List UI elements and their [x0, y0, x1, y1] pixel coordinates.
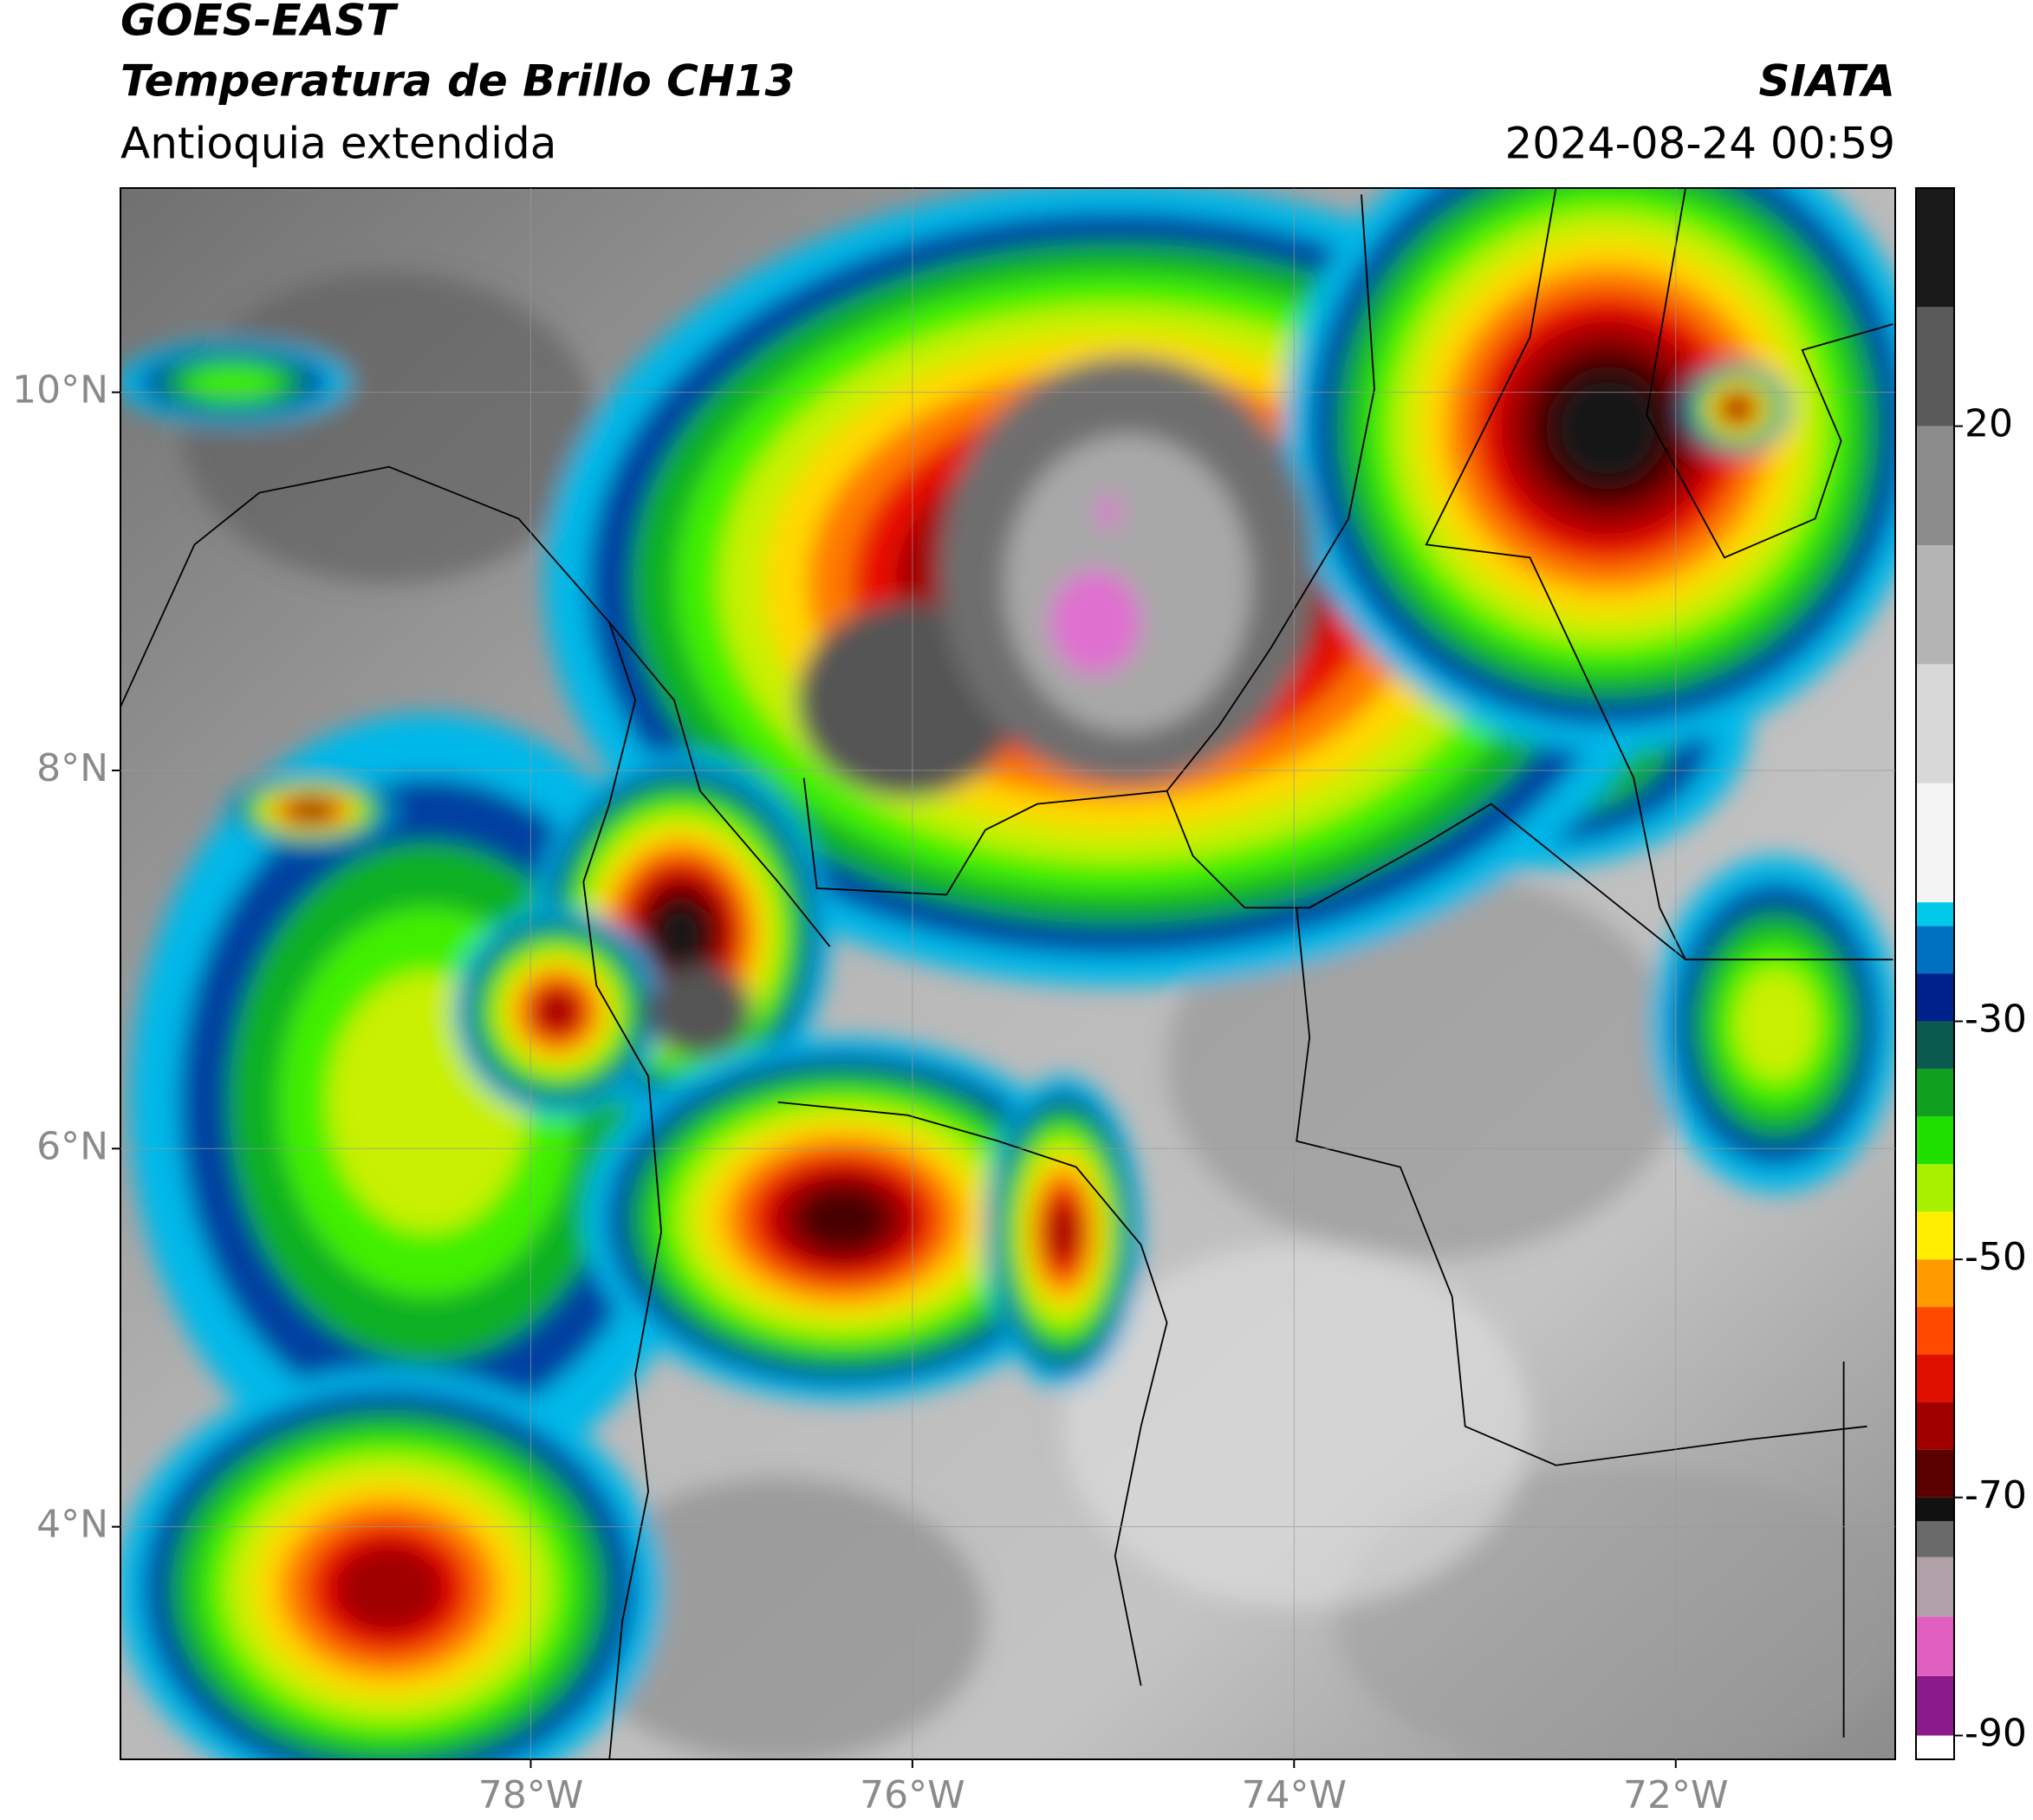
colorbar-segment [1916, 1116, 1954, 1165]
colorbar-segment [1916, 1212, 1954, 1260]
map [120, 188, 1895, 1759]
colorbar-segment [1916, 973, 1954, 1022]
cloud-core [648, 965, 752, 1057]
cloud-layer [796, 1186, 890, 1252]
colorbar-segment [1916, 426, 1954, 546]
colorbar-segment [1916, 1069, 1954, 1117]
cloud-core [1049, 570, 1141, 675]
y-tick-label: 4°N [36, 1503, 108, 1547]
colorbar-segment [1916, 307, 1954, 426]
colorbar-segment [1916, 1164, 1954, 1212]
colorbar-frame [1915, 187, 1955, 1760]
cloud-core [1004, 434, 1251, 733]
colorbar-segment [1916, 1355, 1954, 1402]
cloud-layer [536, 991, 579, 1032]
cloud-core [1098, 494, 1120, 530]
borders [120, 188, 1893, 1759]
y-tick-label: 8°N [36, 746, 108, 790]
imagery [120, 188, 1895, 1759]
colorbar-segment [1916, 783, 1954, 903]
colorbar-segment [1916, 1497, 1954, 1522]
colorbar-segment [1916, 1735, 1954, 1759]
cloud-layer [1728, 400, 1747, 417]
colorbar-tick-label: -70 [1965, 1473, 2027, 1518]
x-tick-label: 72°W [1623, 1773, 1729, 1817]
cloud-layer [655, 903, 706, 965]
colorbar-segment [1916, 1401, 1954, 1450]
y-tick-label: 6°N [36, 1124, 108, 1168]
colorbar-tick-label: -50 [1965, 1235, 2027, 1279]
subtitle: Temperatura de Brillo CH13 [120, 56, 795, 107]
colorbar-segment [1916, 545, 1954, 665]
x-tick-label: 78°W [478, 1773, 584, 1817]
cloud-layer [1047, 1200, 1079, 1264]
cloud-layer [296, 803, 327, 817]
map-frame [120, 187, 1896, 1760]
cloud-layer [1735, 968, 1818, 1081]
colorbar-segment [1916, 1449, 1954, 1498]
x-tick-label: 76°W [860, 1773, 965, 1817]
region: Antioquia extendida [120, 119, 556, 169]
colorbar-tick-label: 20 [1965, 402, 2013, 446]
colorbar-segment [1916, 926, 1954, 974]
colorbar-tick-label: -30 [1965, 997, 2027, 1041]
source: SIATA [1759, 56, 1895, 107]
colorbar-tick-label: -90 [1965, 1712, 2027, 1756]
y-tick-label: 10°N [12, 368, 108, 413]
colorbar-segment [1916, 1021, 1954, 1069]
colorbar-segment [1916, 188, 1954, 308]
datetime: 2024-08-24 00:59 [1504, 119, 1895, 169]
colorbar-segment [1916, 1521, 1954, 1557]
colorbar-segment [1916, 1675, 1954, 1736]
colorbar-segment [1916, 1307, 1954, 1355]
cloud-layer [1553, 374, 1662, 483]
cloud-layer [335, 1544, 444, 1633]
colorbar-segment [1916, 1259, 1954, 1308]
colorbar-segment [1916, 1557, 1954, 1617]
title: GOES-EAST [120, 0, 399, 46]
x-tick-label: 74°W [1242, 1773, 1348, 1817]
colorbar-segment [1916, 664, 1954, 783]
cloud-layer [186, 366, 281, 400]
colorbar-segment [1916, 902, 1954, 926]
colorbar-segment [1916, 1616, 1954, 1676]
